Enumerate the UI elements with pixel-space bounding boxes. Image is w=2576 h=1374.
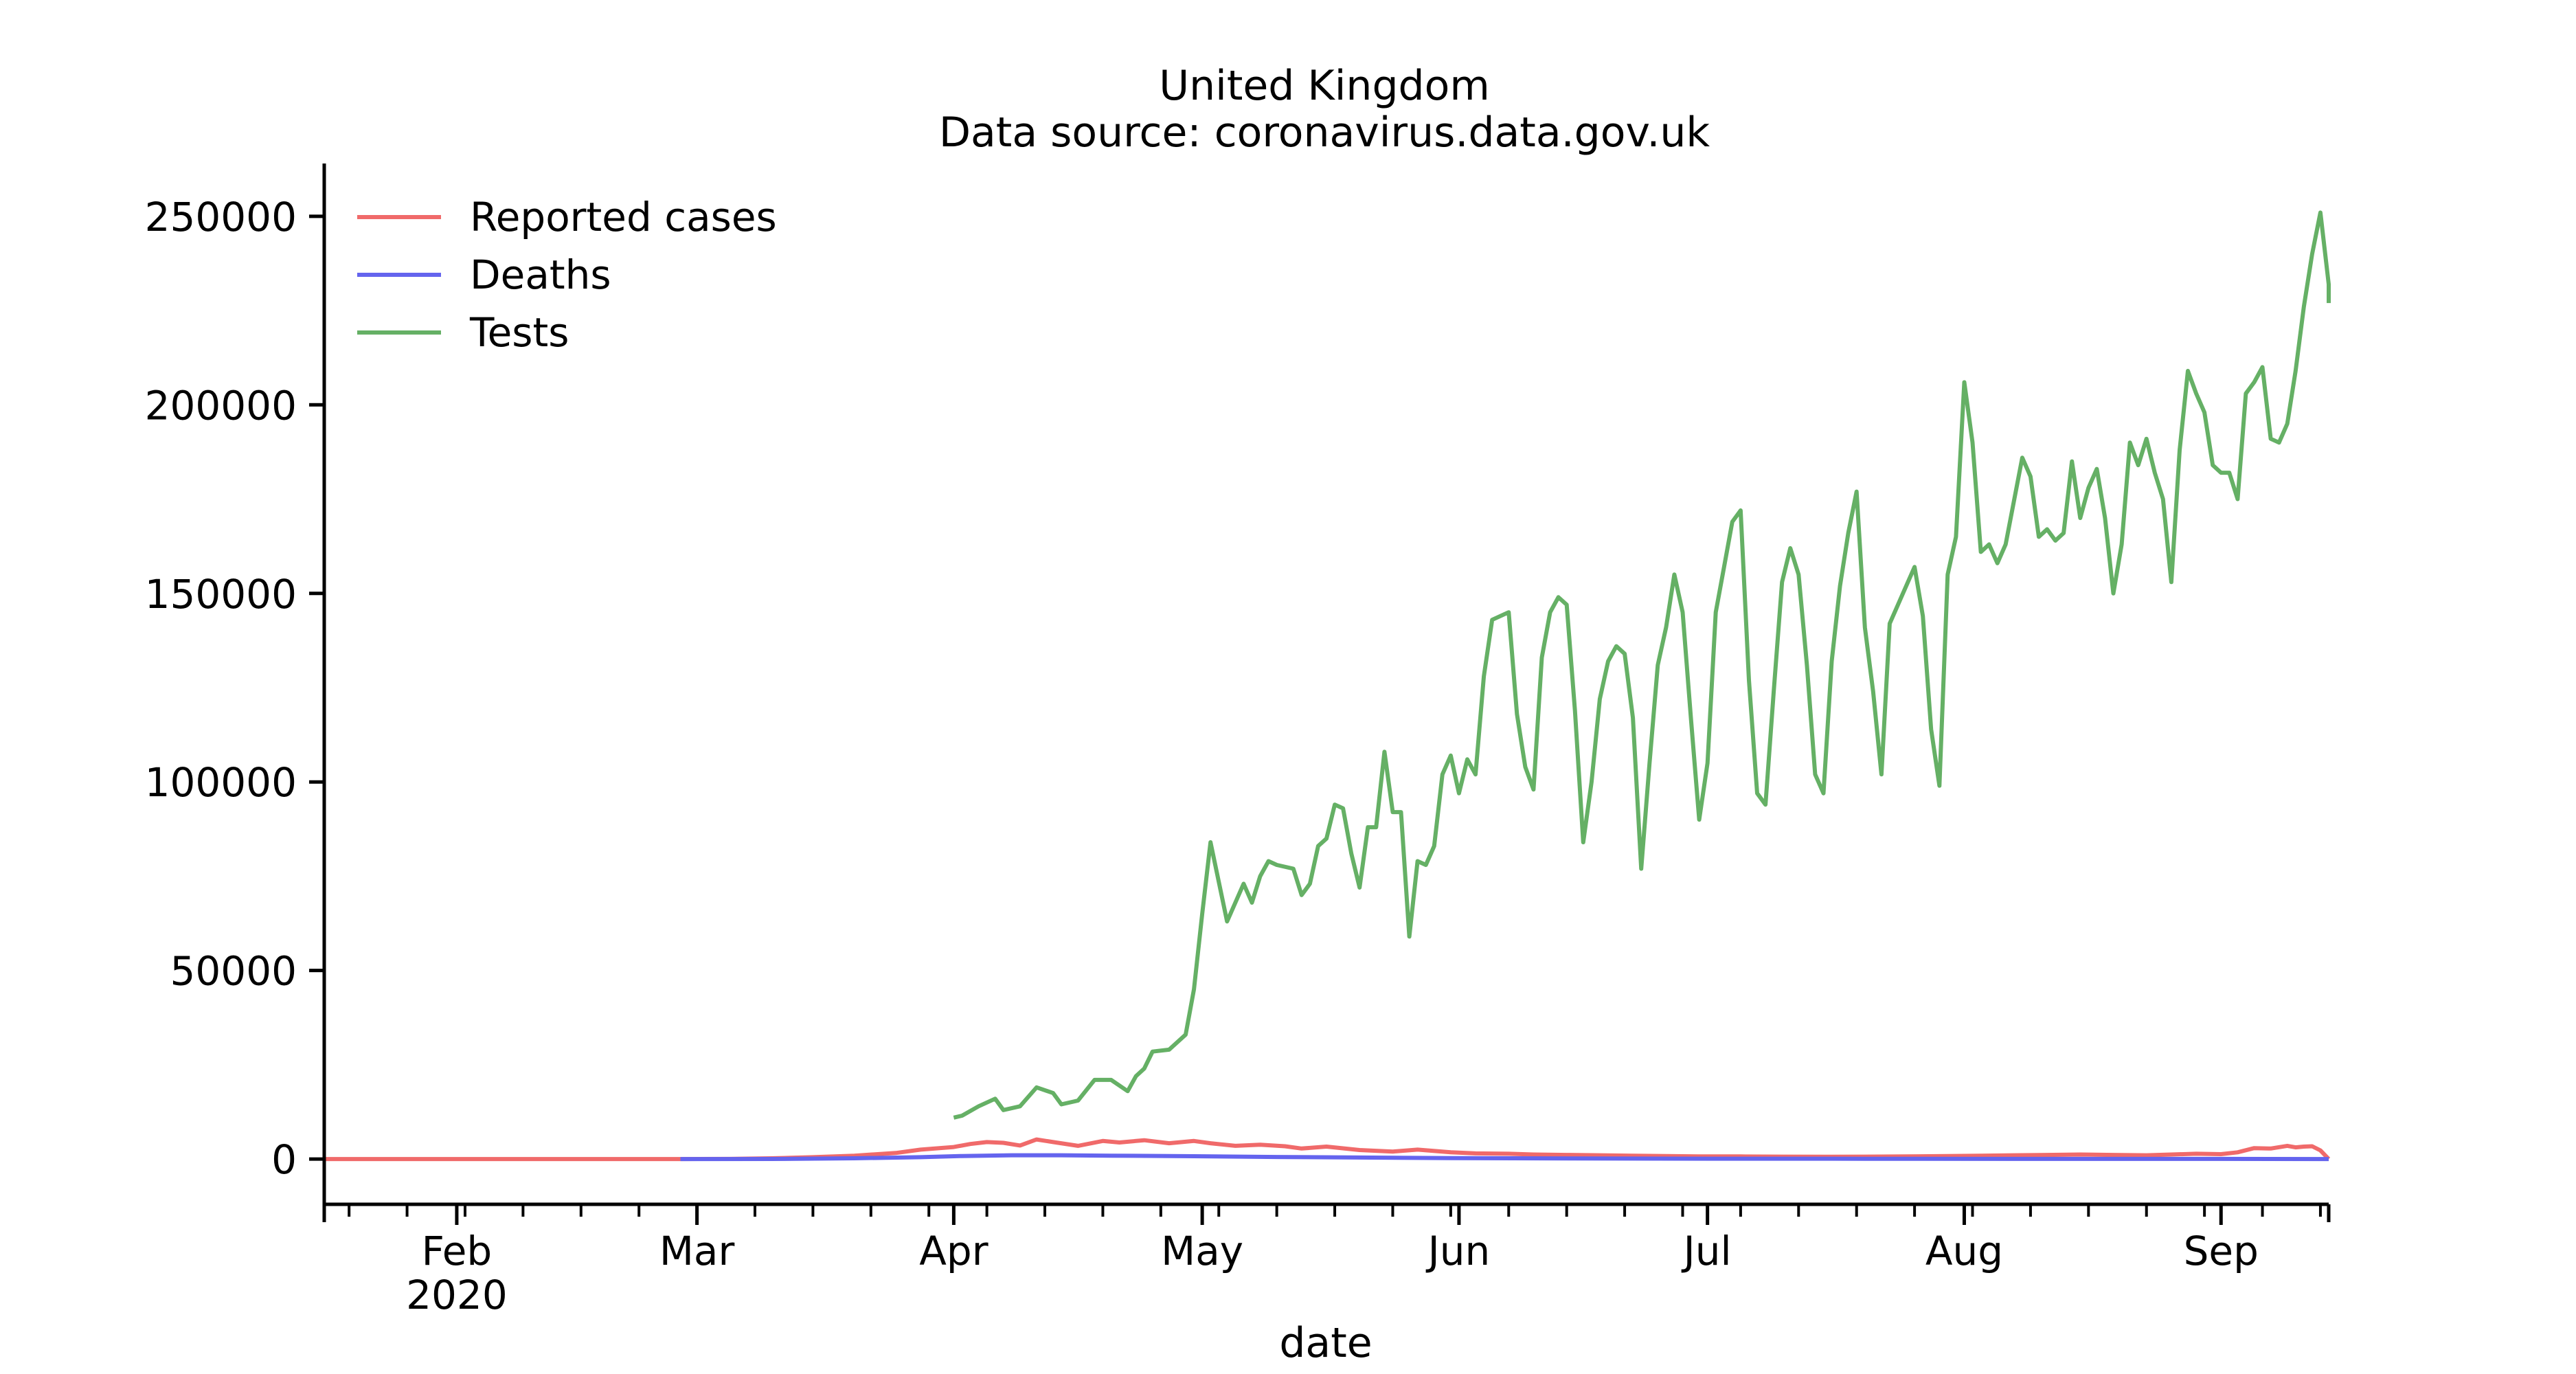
plot-area bbox=[324, 210, 2331, 1162]
y-tick-label: 0 bbox=[271, 1136, 297, 1183]
y-tick-label: 50000 bbox=[170, 948, 297, 995]
y-tick-label: 200000 bbox=[145, 382, 297, 429]
legend: Reported cases Deaths Tests bbox=[357, 194, 777, 356]
x-tick-label: Aug bbox=[1925, 1228, 2003, 1274]
x-tick-label: Sep bbox=[2184, 1228, 2259, 1274]
x-axis-label: date bbox=[1279, 1319, 1372, 1367]
series-line-2 bbox=[680, 1153, 2329, 1162]
x-tick-label: Jun bbox=[1426, 1228, 1491, 1274]
series-line-1 bbox=[324, 1137, 2331, 1162]
x-tick-label: Mar bbox=[659, 1228, 735, 1274]
series-line-3 bbox=[953, 210, 2331, 1120]
legend-label-2: Deaths bbox=[470, 251, 611, 298]
chart-title: United Kingdom bbox=[1159, 62, 1490, 110]
x-tick-label: May bbox=[1161, 1228, 1243, 1274]
legend-label-3: Tests bbox=[469, 309, 569, 356]
x-tick-label: Feb bbox=[422, 1228, 493, 1274]
x-tick-label: Apr bbox=[919, 1228, 988, 1274]
chart-subtitle: Data source: coronavirus.data.gov.uk bbox=[939, 109, 1710, 157]
x-tick-label: Jul bbox=[1682, 1228, 1732, 1274]
y-tick-label: 150000 bbox=[145, 571, 297, 618]
y-tick-label: 100000 bbox=[145, 759, 297, 806]
y-tick-label: 250000 bbox=[145, 194, 297, 240]
legend-label-1: Reported cases bbox=[470, 194, 777, 240]
x-tick-sublabel: 2020 bbox=[406, 1272, 508, 1318]
y-axis-ticks: 0 50000 100000 150000 200000 250000 bbox=[145, 194, 324, 1183]
